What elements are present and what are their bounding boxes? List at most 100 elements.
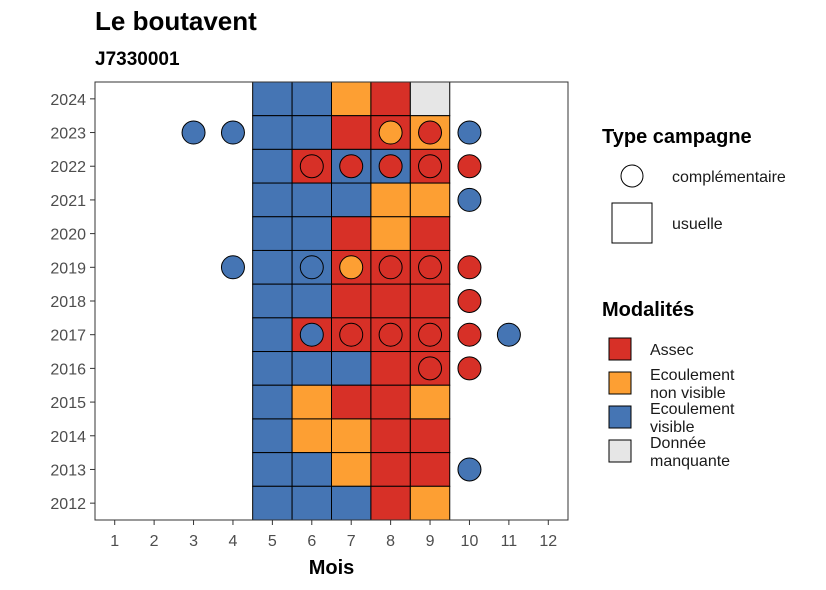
tile-2014-5 — [252, 418, 293, 454]
point-2019-7 — [339, 255, 364, 280]
point-2017-9 — [418, 322, 443, 347]
y-tick-label: 2019 — [50, 260, 86, 277]
tile-2020-6 — [291, 216, 333, 251]
x-tick-label: 5 — [268, 533, 277, 550]
points-layer — [181, 120, 521, 482]
x-tick-label: 3 — [189, 533, 198, 550]
legend-label-ecoulement_non_visible: non visible — [650, 385, 726, 402]
tile-2021-9 — [409, 182, 451, 218]
tile-2018-7 — [331, 283, 372, 319]
x-tick-label: 1 — [110, 533, 119, 550]
legend-key-donnee_manquante — [608, 439, 632, 463]
tile-2015-7 — [331, 384, 372, 420]
tile-2021-5 — [252, 182, 293, 218]
point-2017-8 — [378, 322, 403, 347]
tile-2013-9 — [409, 452, 451, 487]
tile-2023-7 — [331, 115, 372, 150]
tile-2020-9 — [409, 216, 451, 251]
y-tick-label: 2013 — [50, 462, 86, 479]
y-tick-label: 2021 — [50, 193, 86, 210]
tile-2016-5 — [252, 351, 293, 386]
point-2023-10 — [457, 120, 482, 145]
x-tick-label: 6 — [307, 533, 316, 550]
tile-2018-9 — [409, 283, 451, 319]
legend-label-assec: Assec — [650, 342, 694, 359]
x-tick-label: 2 — [150, 533, 159, 550]
tile-2023-6 — [291, 115, 333, 150]
y-tick-label: 2017 — [50, 328, 86, 345]
point-2018-10 — [457, 289, 482, 313]
tile-2016-7 — [331, 351, 372, 386]
tile-2017-5 — [252, 317, 293, 353]
tile-2014-6 — [291, 418, 333, 454]
legend-label-ecoulement_non_visible: Ecoulement — [650, 367, 735, 384]
tile-2015-6 — [291, 384, 333, 420]
tile-2018-8 — [370, 283, 411, 319]
chart-title: Le boutavent — [95, 6, 257, 36]
tile-2021-6 — [291, 182, 333, 218]
point-2023-4 — [220, 120, 245, 145]
point-2019-6 — [299, 255, 324, 280]
y-tick-label: 2023 — [50, 126, 86, 143]
point-2023-3 — [181, 120, 206, 145]
tile-2019-5 — [252, 249, 293, 285]
legend-label-donnee_manquante: manquante — [650, 453, 730, 470]
tile-2018-5 — [252, 283, 293, 319]
tile-2018-6 — [291, 283, 333, 319]
tile-2012-5 — [252, 485, 293, 521]
point-2022-10 — [457, 154, 482, 179]
point-2023-9 — [418, 120, 443, 145]
point-2019-10 — [457, 255, 482, 280]
tile-2014-8 — [370, 418, 411, 454]
point-2022-6 — [299, 154, 324, 179]
y-tick-label: 2024 — [50, 92, 86, 109]
tile-2015-5 — [252, 384, 293, 420]
tile-2012-8 — [370, 485, 411, 521]
tile-2023-5 — [252, 115, 293, 150]
tile-2021-7 — [331, 182, 372, 218]
point-2022-7 — [339, 154, 364, 179]
point-2013-10 — [457, 457, 482, 482]
point-2017-7 — [339, 322, 364, 347]
legend-circle-key — [620, 164, 644, 188]
tile-2013-8 — [370, 452, 411, 487]
tile-2013-6 — [291, 452, 333, 487]
y-tick-label: 2016 — [50, 361, 86, 378]
x-axis-title: Mois — [309, 557, 355, 579]
tile-2012-7 — [331, 485, 372, 521]
x-tick-label: 10 — [461, 533, 479, 550]
tile-2015-8 — [370, 384, 411, 420]
legend-square-key — [611, 202, 653, 244]
point-2022-9 — [418, 154, 443, 179]
x-tick-label: 9 — [426, 533, 435, 550]
point-2016-10 — [457, 356, 482, 381]
point-2017-10 — [457, 322, 482, 347]
legend-label-ecoulement_visible: visible — [650, 419, 695, 436]
tile-2012-6 — [291, 485, 333, 521]
tile-2012-9 — [409, 485, 451, 521]
point-2016-9 — [418, 356, 443, 381]
legend-campagne-title: Type campagne — [602, 126, 752, 148]
x-tick-label: 11 — [501, 533, 518, 550]
x-tick-label: 8 — [386, 533, 395, 550]
point-2017-11 — [496, 322, 521, 347]
legend-key-ecoulement_visible — [608, 405, 632, 429]
legend-modalites-title: Modalités — [602, 299, 694, 321]
x-tick-label: 7 — [347, 533, 356, 550]
y-tick-label: 2014 — [50, 429, 86, 446]
tile-2021-8 — [370, 182, 411, 218]
tile-2024-8 — [370, 81, 411, 117]
tile-2014-9 — [409, 418, 451, 454]
legend-label-usuelle: usuelle — [672, 216, 723, 233]
point-2023-8 — [378, 120, 403, 145]
tile-2013-7 — [331, 452, 372, 487]
legend-key-assec — [608, 337, 632, 361]
legend-campagne: Type campagne complémentaire usuelle — [602, 126, 786, 244]
y-tick-label: 2020 — [50, 227, 86, 244]
legend-label-donnee_manquante: Donnée — [650, 435, 706, 452]
point-2019-4 — [220, 255, 245, 280]
legend-label-complementaire: complémentaire — [672, 169, 786, 186]
legend-label-ecoulement_visible: Ecoulement — [650, 401, 735, 418]
x-tick-label: 12 — [539, 533, 557, 550]
